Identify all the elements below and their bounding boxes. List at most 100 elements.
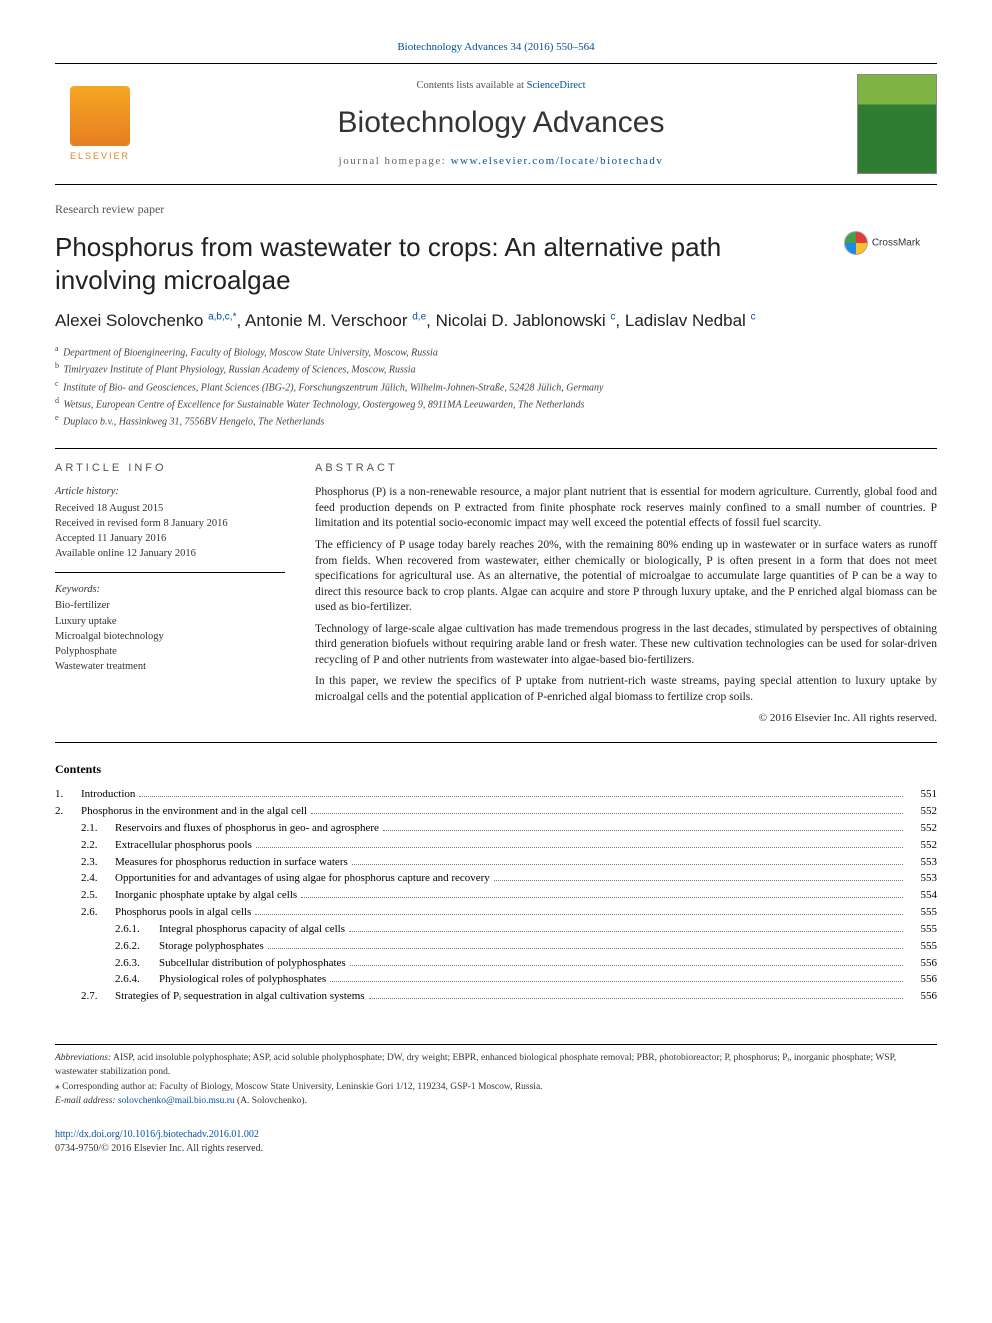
table-of-contents: 1.Introduction 551 2.Phosphorus in the env… (55, 787, 937, 1004)
info-abstract-row: article info Article history: Received 1… (55, 461, 937, 726)
author-1: Alexei Solovchenko (55, 311, 208, 330)
keyword-line: Wastewater treatment (55, 660, 285, 674)
toc-row[interactable]: 2.4.Opportunities for and advantages of … (55, 871, 937, 886)
sciencedirect-link[interactable]: ScienceDirect (527, 80, 586, 91)
toc-row[interactable]: 2.6.2.Storage polyphosphates 555 (55, 939, 937, 954)
affiliation-sup: a (55, 344, 59, 353)
crossmark-label: CrossMark (872, 238, 920, 249)
toc-page: 553 (907, 871, 937, 886)
article-info-heading: article info (55, 461, 285, 476)
toc-number: 2.6.4. (115, 972, 159, 987)
email-link[interactable]: solovchenko@mail.bio.msu.ru (118, 1096, 235, 1106)
crossmark-badge[interactable]: CrossMark (827, 231, 937, 255)
abstract-paragraph: The efficiency of P usage today barely r… (315, 538, 937, 616)
crossmark-icon (844, 231, 868, 255)
contents-prefix: Contents lists available at (416, 80, 526, 91)
toc-page: 553 (907, 855, 937, 870)
keyword-line: Bio-fertilizer (55, 599, 285, 613)
affiliations: a Department of Bioengineering, Faculty … (55, 343, 937, 430)
toc-row[interactable]: 2.1.Reservoirs and fluxes of phosphorus … (55, 821, 937, 836)
sep: , (615, 311, 624, 330)
toc-page: 552 (907, 804, 937, 819)
homepage-prefix: journal homepage: (339, 155, 451, 167)
toc-title: Measures for phosphorus reduction in sur… (115, 855, 348, 870)
toc-page: 555 (907, 922, 937, 937)
article-type: Research review paper (55, 201, 937, 217)
toc-title: Phosphorus pools in algal cells (115, 905, 251, 920)
affiliation-text: Duplaco b.v., Hassinkweg 31, 7556BV Heng… (61, 417, 325, 428)
journal-header: ELSEVIER Contents lists available at Sci… (55, 63, 937, 185)
corr-text: Faculty of Biology, Moscow State Univers… (159, 1082, 542, 1092)
affiliation-text: Institute of Bio- and Geosciences, Plant… (61, 382, 604, 393)
toc-number: 2. (55, 804, 81, 819)
sep: , (426, 311, 435, 330)
toc-page: 551 (907, 787, 937, 802)
toc-row[interactable]: 2.7.Strategies of Pᵢ sequestration in al… (55, 989, 937, 1004)
toc-title: Integral phosphorus capacity of algal ce… (159, 922, 345, 937)
toc-dots (139, 796, 903, 797)
toc-dots (349, 931, 903, 932)
corresponding-line: ⁎ Corresponding author at: Faculty of Bi… (55, 1080, 937, 1094)
email-label: E-mail address: (55, 1096, 118, 1106)
footnotes: Abbreviations: AISP, acid insoluble poly… (55, 1044, 937, 1108)
keyword-line: Microalgal biotechnology (55, 630, 285, 644)
affiliation-sup: e (55, 413, 59, 422)
toc-number: 1. (55, 787, 81, 802)
contents-heading: Contents (55, 761, 937, 777)
toc-row[interactable]: 2.6.3.Subcellular distribution of polyph… (55, 956, 937, 971)
toc-dots (494, 880, 903, 881)
toc-title: Introduction (81, 787, 135, 802)
toc-number: 2.6.2. (115, 939, 159, 954)
toc-page: 555 (907, 905, 937, 920)
keywords-label: Keywords: (55, 583, 285, 597)
toc-row[interactable]: 2.Phosphorus in the environment and in t… (55, 804, 937, 819)
toc-page: 552 (907, 821, 937, 836)
toc-dots (268, 948, 903, 949)
toc-row[interactable]: 2.3.Measures for phosphorus reduction in… (55, 855, 937, 870)
journal-ref-link[interactable]: Biotechnology Advances 34 (2016) 550–564 (397, 41, 594, 53)
toc-page: 555 (907, 939, 937, 954)
toc-number: 2.2. (81, 838, 115, 853)
toc-row[interactable]: 2.6.1.Integral phosphorus capacity of al… (55, 922, 937, 937)
journal-reference: Biotechnology Advances 34 (2016) 550–564 (55, 40, 937, 55)
toc-row[interactable]: 2.6.4.Physiological roles of polyphospha… (55, 972, 937, 987)
affiliation-line: a Department of Bioengineering, Faculty … (55, 343, 937, 360)
toc-number: 2.1. (81, 821, 115, 836)
page-root: Biotechnology Advances 34 (2016) 550–564… (0, 0, 992, 1185)
toc-row[interactable]: 2.2.Extracellular phosphorus pools552 (55, 838, 937, 853)
toc-title: Subcellular distribution of polyphosphat… (159, 956, 346, 971)
elsevier-label: ELSEVIER (70, 150, 130, 162)
keyword-line: Luxury uptake (55, 615, 285, 629)
toc-title: Storage polyphosphates (159, 939, 264, 954)
toc-title: Opportunities for and advantages of usin… (115, 871, 490, 886)
title-row: Phosphorus from wastewater to crops: An … (55, 231, 937, 296)
toc-dots (350, 965, 903, 966)
author-1-aff[interactable]: a,b,c, (208, 311, 232, 322)
article-title: Phosphorus from wastewater to crops: An … (55, 231, 827, 296)
abbreviations-line: Abbreviations: AISP, acid insoluble poly… (55, 1051, 937, 1080)
toc-row[interactable]: 2.5.Inorganic phosphate uptake by algal … (55, 888, 937, 903)
toc-number: 2.6. (81, 905, 115, 920)
toc-title: Inorganic phosphate uptake by algal cell… (115, 888, 297, 903)
toc-row[interactable]: 2.6.Phosphorus pools in algal cells 555 (55, 905, 937, 920)
keywords-block: Keywords: Bio-fertilizer Luxury uptakeMic… (55, 583, 285, 674)
author-2-aff[interactable]: d,e (412, 311, 426, 322)
toc-title: Physiological roles of polyphosphates (159, 972, 326, 987)
issn-line: 0734-9750/© 2016 Elsevier Inc. All right… (55, 1142, 937, 1156)
toc-row[interactable]: 1.Introduction 551 (55, 787, 937, 802)
elsevier-tree-icon (70, 86, 130, 146)
doi-link[interactable]: http://dx.doi.org/10.1016/j.biotechadv.2… (55, 1129, 259, 1140)
toc-number: 2.3. (81, 855, 115, 870)
history-line: Available online 12 January 2016 (55, 547, 285, 561)
journal-name: Biotechnology Advances (145, 103, 857, 144)
toc-title: Extracellular phosphorus pools (115, 838, 252, 853)
homepage-link[interactable]: www.elsevier.com/locate/biotechadv (451, 155, 664, 167)
toc-page: 556 (907, 956, 937, 971)
toc-page: 554 (907, 888, 937, 903)
corr-label: ⁎ Corresponding author at: (55, 1082, 159, 1092)
toc-dots (255, 914, 903, 915)
toc-dots (369, 998, 903, 999)
email-author: (A. Solovchenko). (235, 1096, 307, 1106)
author-4-aff[interactable]: c (751, 311, 756, 322)
affiliation-line: d Wetsus, European Centre of Excellence … (55, 395, 937, 412)
